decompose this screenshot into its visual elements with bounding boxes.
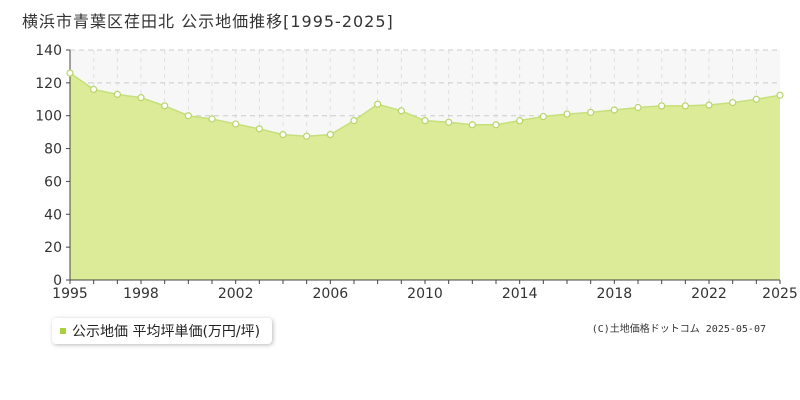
data-point [445, 118, 453, 126]
copyright-credit: (C)土地価格ドットコム 2025-05-07 [591, 324, 766, 335]
series-area [70, 73, 780, 280]
data-point [658, 102, 666, 110]
data-point [563, 110, 571, 118]
data-point [634, 103, 642, 112]
data-point [137, 94, 145, 102]
data-point [681, 102, 689, 110]
x-tick-label: 2010 [407, 286, 443, 302]
y-tick-labels: 0 20 40 60 80 100 120 140 [35, 43, 62, 289]
y-tick-label: 80 [44, 142, 62, 158]
y-tick-label: 100 [35, 109, 62, 125]
data-point [303, 132, 311, 140]
y-tick-label: 120 [35, 76, 62, 92]
x-tick-label: 2025 [762, 286, 798, 302]
data-point [90, 85, 98, 94]
legend-swatch [60, 328, 66, 334]
data-point [776, 91, 784, 99]
x-tick-label: 1998 [123, 286, 159, 302]
y-tick-label: 60 [44, 174, 62, 190]
data-point [516, 117, 524, 125]
data-point [397, 107, 405, 115]
y-tick-label: 20 [44, 240, 62, 256]
data-point [66, 69, 74, 77]
y-tick-label: 140 [35, 43, 62, 59]
data-point [468, 121, 476, 129]
data-point [350, 117, 358, 125]
x-tick-labels: 1995 1998 2002 2006 2010 2014 2018 2022 2025 [52, 286, 798, 302]
x-tick-label: 2002 [218, 286, 254, 302]
y-tick-label: 0 [53, 273, 62, 289]
axes [66, 49, 781, 284]
data-point [208, 115, 216, 123]
data-point [184, 112, 192, 120]
data-point [255, 125, 263, 133]
data-point [729, 98, 737, 107]
x-tick-label: 2006 [313, 286, 349, 302]
y-tick-label: 40 [44, 207, 62, 223]
legend-label: 公示地価 平均坪単価(万円/坪) [72, 324, 261, 340]
data-point [421, 117, 429, 125]
data-point [539, 112, 547, 121]
x-tick-label: 2022 [691, 286, 727, 302]
x-tick-label: 2014 [502, 286, 538, 302]
data-point [113, 90, 121, 98]
data-point [610, 106, 618, 114]
legend: 公示地価 平均坪単価(万円/坪) [52, 318, 273, 344]
chart-title: 横浜市青葉区荏田北 公示地価推移[1995-2025] [22, 12, 394, 31]
x-tick-label: 2018 [597, 286, 633, 302]
data-point [587, 108, 595, 117]
data-point [492, 121, 500, 129]
data-point [326, 131, 334, 139]
data-point [161, 102, 169, 110]
data-point [705, 101, 713, 109]
data-points [66, 69, 784, 140]
x-tick-label: 1995 [52, 286, 88, 302]
data-point [232, 120, 240, 128]
data-point [374, 100, 382, 108]
data-point [279, 131, 287, 139]
data-point [752, 95, 760, 103]
